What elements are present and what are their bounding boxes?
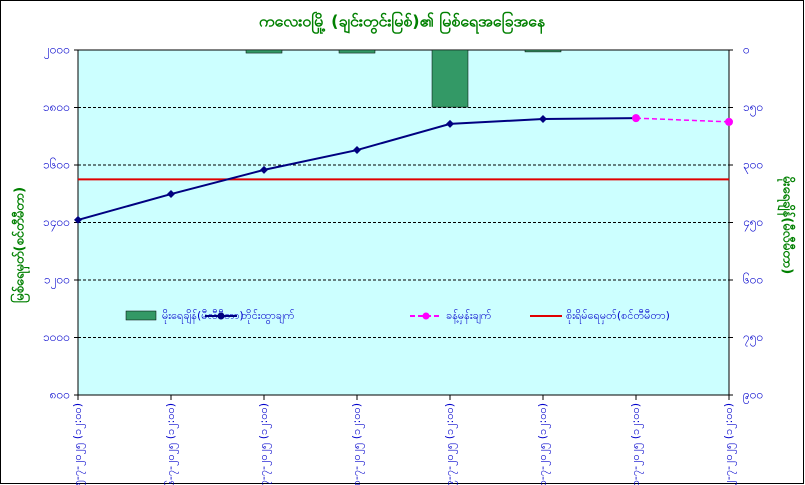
legend-marker <box>217 312 225 320</box>
x-tick-label: ၁၁-၇-၂၀၂၅ (၁၂:၀၀) <box>629 403 644 485</box>
x-tick-label: ၈-၇-၂၀၂၅ (၁၂:၀၀) <box>350 403 365 485</box>
marker <box>632 114 640 123</box>
y-tick-label: ၁၂၀၀ <box>44 273 70 290</box>
bar <box>431 49 469 108</box>
x-tick-label: ၉-၇-၂၀၂၅ (၁၂:၀၀) <box>443 403 458 485</box>
y-tick-label: ၁၆၀၀ <box>43 157 70 172</box>
y2-tick-label: ၁၅၀ <box>743 100 763 117</box>
y-axis-label: မြစ်ရေမှတ်(စင်တီမီတာ) <box>10 187 31 303</box>
marker <box>725 117 733 126</box>
legend-marker <box>422 312 430 320</box>
x-tick-label: ၅-၇-၂၀၂၅ (၁၂:၀၀) <box>71 403 86 485</box>
y-tick-label: ၂၀၀၀ <box>44 43 70 60</box>
legend-label: စိုးရိမ်ရေမှတ်(စင်တီမီတာ) <box>566 309 670 324</box>
marker <box>167 190 175 199</box>
x-tick-label: ၁၂-၇-၂၀၂၅ (၁၂:၀၀) <box>722 403 737 485</box>
x-tick-label: ၁၀-၇-၂၀၂၅ (၁၂:၀၀) <box>536 403 551 485</box>
legend-label: တိုင်းထွာချက် <box>241 309 295 324</box>
y2-tick-label: ၇၅၀ <box>743 330 763 347</box>
y-tick-label: ၁၄၀၀ <box>43 215 70 232</box>
y2-tick-label: ၆၀၀ <box>743 272 763 287</box>
bar <box>524 49 562 53</box>
legend-label: မိုးရေချိန်(မီလီမီတာ) <box>162 309 244 324</box>
y2-tick-label: ၃၀၀ <box>743 158 763 175</box>
y-tick-label: ၈၀၀ <box>50 388 70 402</box>
y2-tick-label: ၄၅၀ <box>743 215 763 232</box>
marker <box>539 115 547 123</box>
marker <box>74 215 82 224</box>
y2-axis-label: မိုးရေချိန်(မီလီမီတာ) <box>777 176 797 274</box>
x-tick-label: ၇-၇-၂၀၂၅ (၁၂:၀၀) <box>257 403 272 485</box>
y2-tick-label: ၉၀၀ <box>743 388 763 405</box>
marker <box>260 165 268 174</box>
legend-swatch <box>125 310 157 321</box>
marker <box>353 146 361 155</box>
y-tick-label: ၁၀၀၀ <box>43 330 70 344</box>
y-tick-label: ၁၈၀၀ <box>43 100 70 114</box>
marker <box>446 119 454 128</box>
y2-tick-label: ၀ <box>743 43 750 57</box>
bar <box>245 49 283 54</box>
bar <box>338 49 376 54</box>
x-tick-label: ၆-၇-၂၀၂၅ (၁၂:၀၀) <box>164 403 179 485</box>
legend-label: ခန့်မှန်းချက် <box>446 309 492 324</box>
